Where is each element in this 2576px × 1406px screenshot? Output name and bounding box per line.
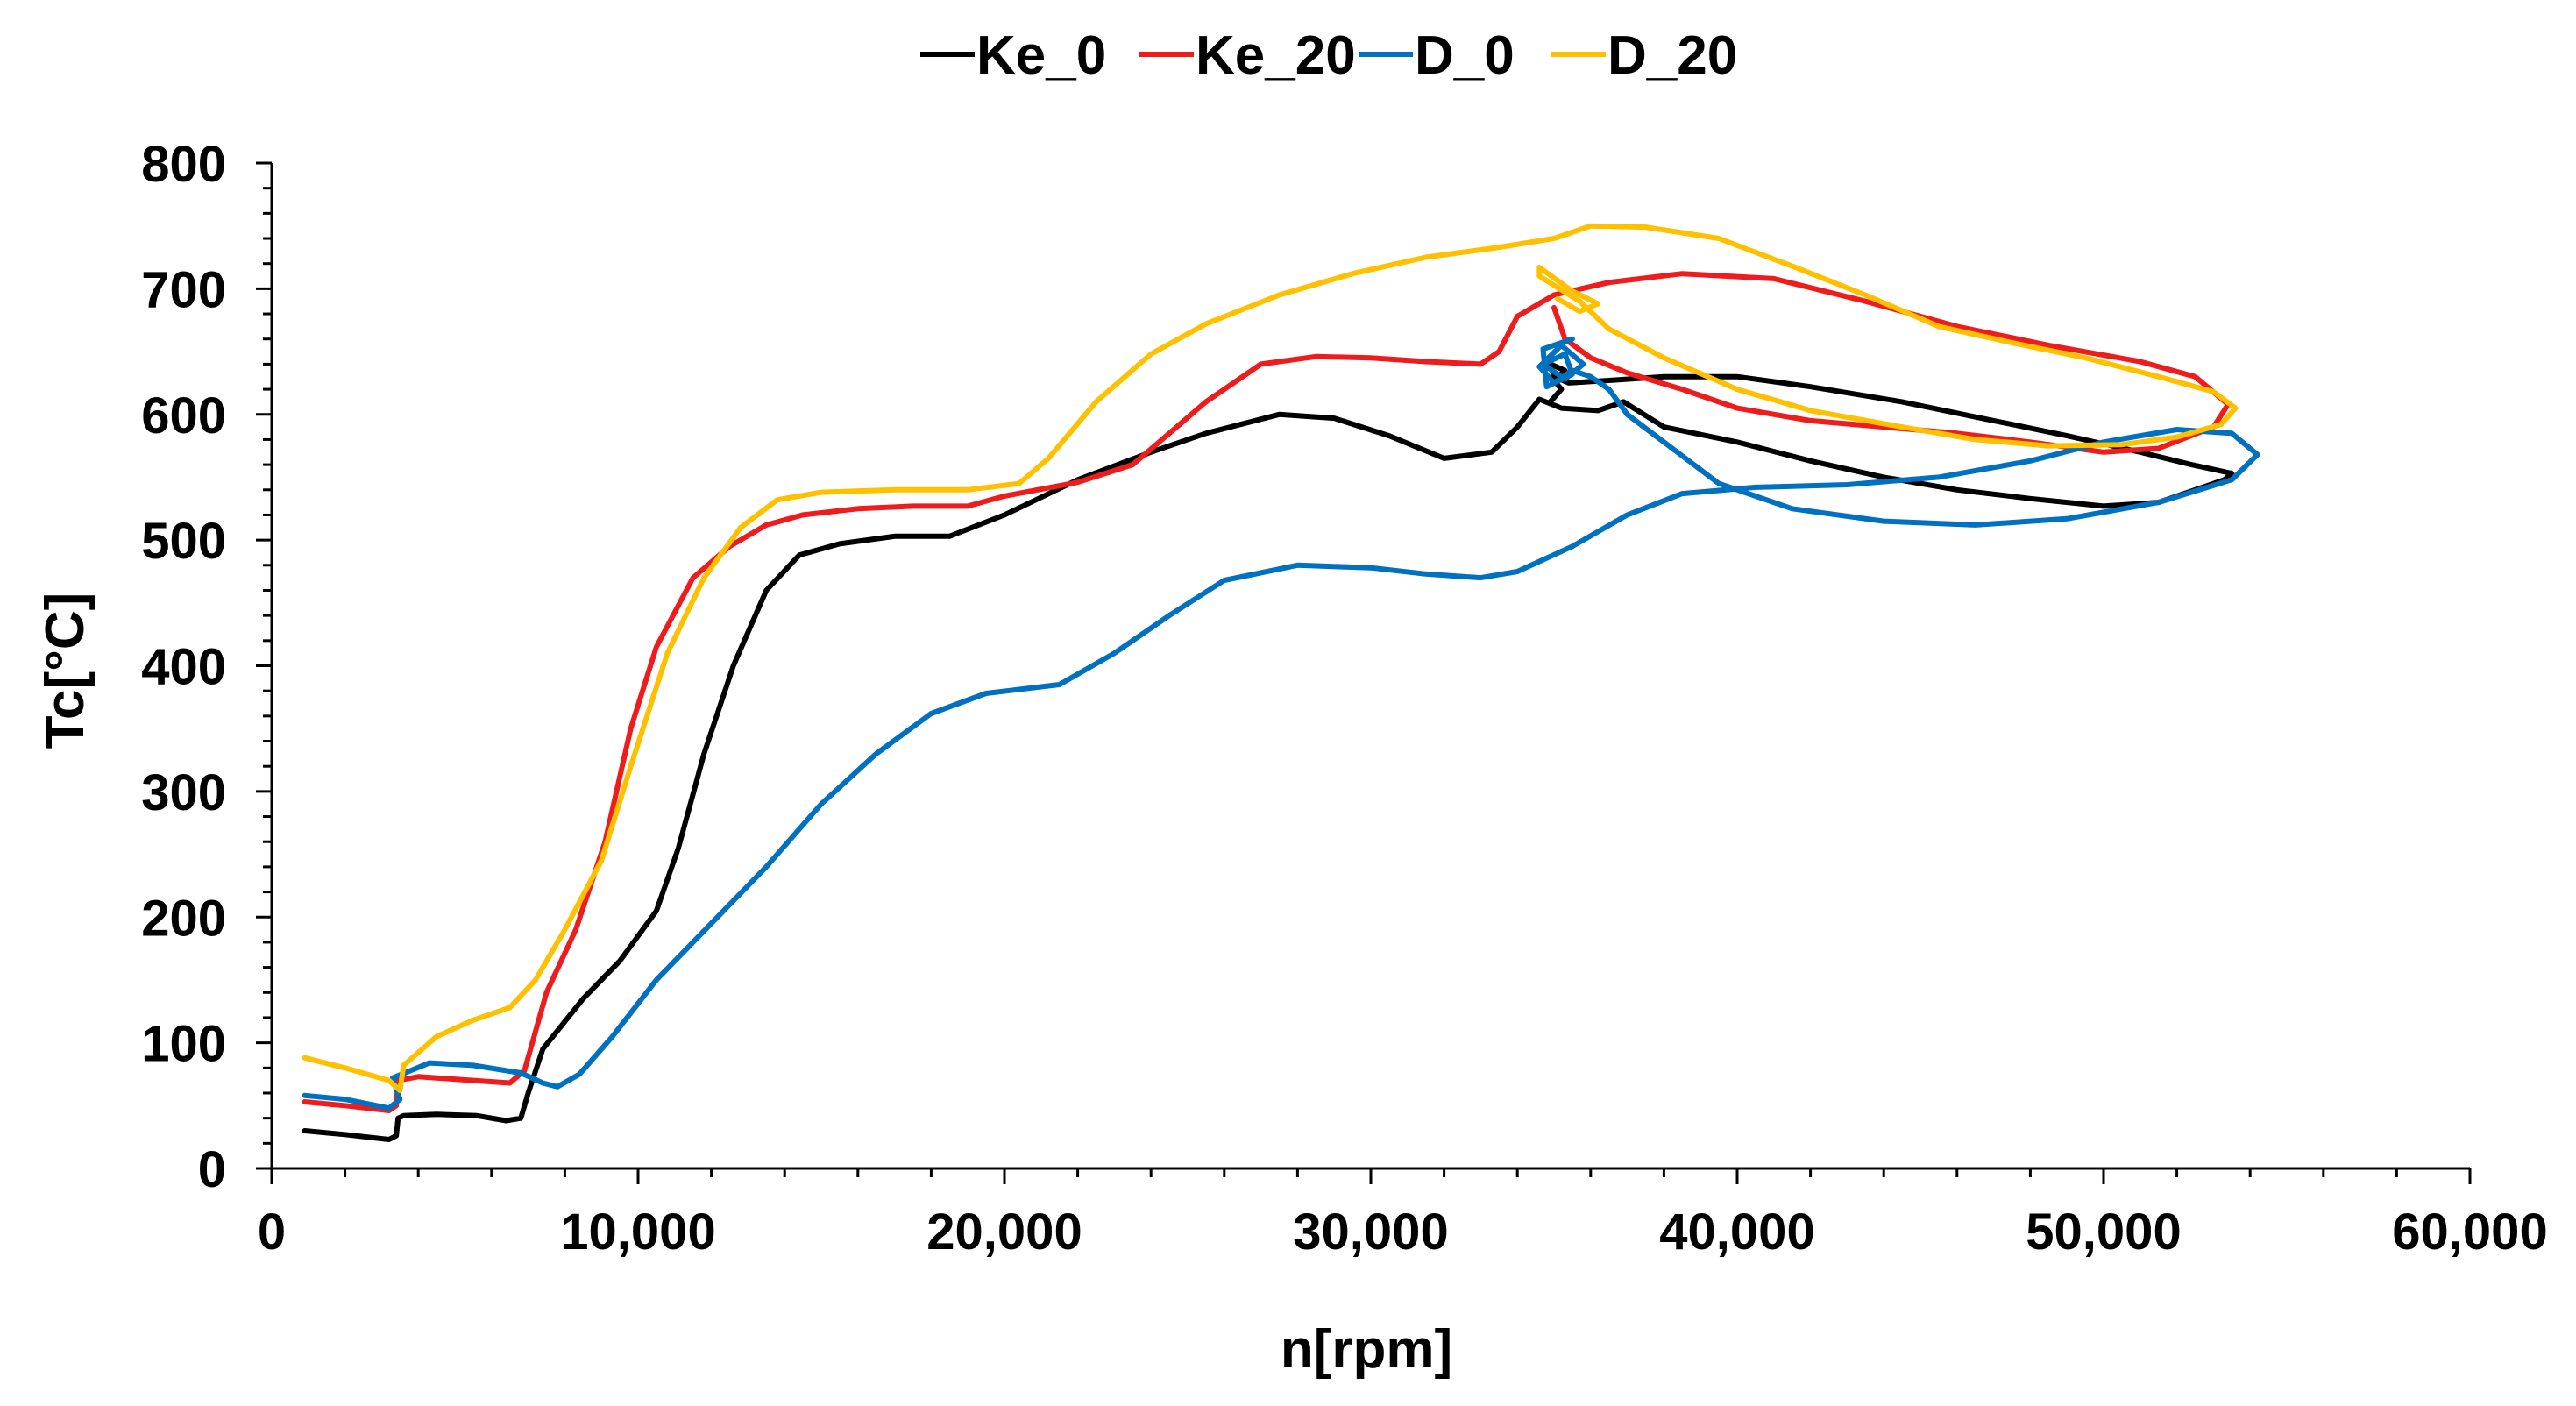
y-tick-label: 200 (141, 890, 226, 947)
x-tick-label: 40,000 (1659, 1204, 1814, 1260)
y-tick-label: 0 (198, 1141, 226, 1198)
legend-item-d-20: D_20 (1551, 25, 1737, 86)
legend-label: D_0 (1415, 25, 1515, 86)
series-line-d-20 (302, 223, 2239, 1094)
legend-label: Ke_20 (1196, 25, 1356, 86)
y-axis-title: Tc[°C] (35, 593, 96, 749)
y-tick-label: 400 (141, 639, 226, 696)
legend: Ke_0 Ke_20 D_0 D_20 (920, 25, 1737, 86)
axes: 0 10,000 20,000 30,000 40,000 50,000 60,000 0 10… (141, 136, 2547, 1260)
x-tick-label: 50,000 (2026, 1204, 2181, 1260)
x-axis-title: n[rpm] (1281, 1319, 1452, 1380)
x-tick-label: 30,000 (1293, 1204, 1448, 1260)
y-tick-label: 500 (141, 513, 226, 570)
series-line-ke-0 (302, 361, 2235, 1142)
legend-item-ke-20: Ke_20 (1139, 25, 1356, 86)
legend-item-d-0: D_0 (1359, 25, 1515, 86)
plot-area (302, 223, 2260, 1142)
x-tick-label: 60,000 (2392, 1204, 2547, 1260)
legend-label: Ke_0 (976, 25, 1106, 86)
y-tick-label: 800 (141, 136, 226, 193)
y-tick-label: 300 (141, 764, 226, 821)
x-tick-label: 20,000 (926, 1204, 1082, 1260)
x-tick-label: 0 (258, 1204, 286, 1260)
y-tick-label: 100 (141, 1016, 226, 1073)
legend-label: D_20 (1607, 25, 1737, 86)
series-line-d-0 (302, 336, 2260, 1111)
y-tick-label: 600 (141, 387, 226, 444)
legend-item-ke-0: Ke_0 (920, 25, 1106, 86)
y-tick-label: 700 (141, 261, 226, 318)
x-tick-label: 10,000 (560, 1204, 715, 1260)
